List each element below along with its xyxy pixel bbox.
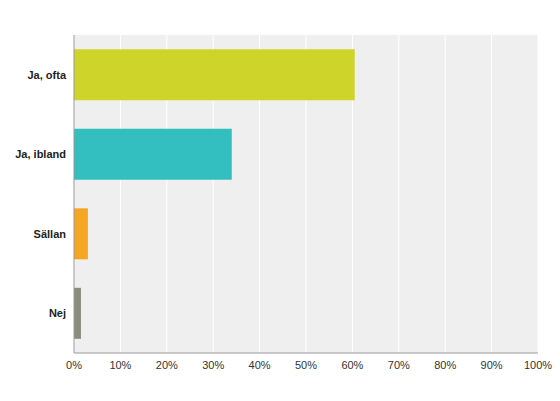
svg-text:Sällan: Sällan [34, 228, 67, 240]
svg-text:60%: 60% [341, 359, 363, 371]
svg-text:50%: 50% [295, 359, 317, 371]
svg-text:70%: 70% [388, 359, 410, 371]
svg-text:80%: 80% [434, 359, 456, 371]
svg-text:40%: 40% [249, 359, 271, 371]
svg-text:100%: 100% [524, 359, 552, 371]
svg-text:Ja, ofta: Ja, ofta [27, 69, 66, 81]
svg-text:0%: 0% [66, 359, 82, 371]
svg-text:Nej: Nej [49, 307, 66, 319]
svg-text:30%: 30% [202, 359, 224, 371]
svg-text:Ja, ibland: Ja, ibland [15, 148, 66, 160]
svg-text:20%: 20% [156, 359, 178, 371]
svg-text:90%: 90% [481, 359, 503, 371]
svg-text:10%: 10% [109, 359, 131, 371]
